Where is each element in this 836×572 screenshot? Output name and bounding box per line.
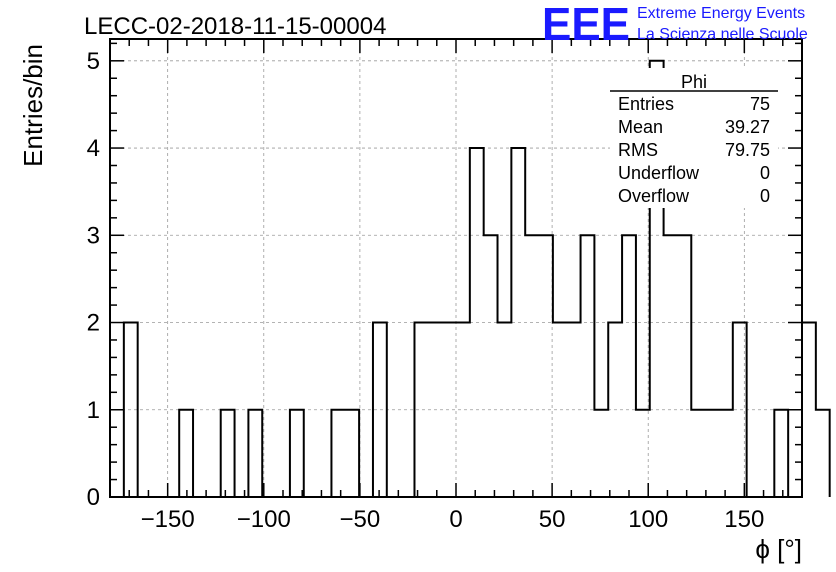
- histogram-bin: [345, 410, 359, 497]
- y-tick-label: 0: [87, 484, 100, 511]
- histogram-bin: [553, 323, 567, 497]
- stats-row-value: 39.27: [725, 117, 770, 137]
- x-tick-label: 0: [449, 506, 462, 533]
- logo-line1: Extreme Energy Events: [637, 5, 805, 22]
- stats-row-value: 79.75: [725, 140, 770, 160]
- stats-row-label: Underflow: [618, 163, 700, 183]
- histogram-bin: [470, 148, 484, 497]
- y-tick-label: 5: [87, 48, 100, 75]
- stats-row-label: Entries: [618, 94, 674, 114]
- histogram-bin: [221, 410, 235, 497]
- histogram-bin: [774, 410, 788, 497]
- x-tick-label: 50: [539, 506, 566, 533]
- stats-row-label: Mean: [618, 117, 663, 137]
- axes: [109, 38, 803, 498]
- histogram-bin: [622, 235, 636, 497]
- histogram-bin: [248, 410, 262, 497]
- histogram-bin: [733, 323, 747, 497]
- histogram-bin: [581, 235, 595, 497]
- histogram-bin: [484, 235, 498, 497]
- histogram-bin: [124, 323, 138, 497]
- y-tick-label: 2: [87, 310, 100, 337]
- histogram-bin: [525, 235, 539, 497]
- logo-mark: EEE: [542, 0, 630, 50]
- y-axis-label: Entries/bin: [18, 44, 48, 167]
- histogram-bin: [373, 323, 387, 497]
- histogram-bin: [442, 323, 456, 497]
- x-axis-label: ϕ [°]: [755, 534, 802, 564]
- stats-row-value: 75: [750, 94, 770, 114]
- histogram-bin: [290, 410, 304, 497]
- stats-row-label: RMS: [618, 140, 658, 160]
- stats-box: Phi Entries 75 Mean 39.27 RMS 79.75 Underflow 0…: [610, 68, 778, 208]
- histogram-bin: [414, 323, 428, 497]
- histogram-bin: [691, 410, 705, 497]
- histogram-bin: [816, 410, 830, 497]
- logo: EEE Extreme Energy Events La Scienza nel…: [542, 0, 808, 50]
- stats-box-title: Phi: [681, 72, 707, 92]
- y-tick-label: 3: [87, 222, 100, 249]
- logo-line2: La Scienza nelle Scuole: [637, 26, 808, 43]
- chart-title: LECC-02-2018-11-15-00004: [84, 13, 386, 40]
- histogram-bin: [594, 410, 608, 497]
- histogram-bin: [705, 410, 719, 497]
- histogram-bin: [539, 235, 553, 497]
- x-tick-label: 150: [724, 506, 764, 533]
- histogram-bin: [664, 235, 678, 497]
- stats-row-value: 0: [760, 163, 770, 183]
- histogram-bars: [110, 59, 831, 498]
- histogram-bin: [428, 323, 442, 497]
- x-tick-label: −100: [237, 506, 291, 533]
- histogram-bin: [608, 323, 622, 497]
- histogram-bin: [567, 323, 581, 497]
- x-tick-label: −150: [141, 506, 195, 533]
- histogram-bin: [179, 410, 193, 497]
- histogram-bin: [498, 323, 512, 497]
- histogram-bin: [719, 410, 733, 497]
- histogram-bin: [511, 148, 525, 497]
- histogram-outline: [110, 59, 831, 498]
- tick-labels: −150 −100 −50 0 50 100 150 0 1 2 3 4 5: [87, 48, 765, 533]
- x-tick-label: 100: [628, 506, 668, 533]
- x-tick-label: −50: [340, 506, 381, 533]
- histogram-bin: [802, 323, 816, 497]
- y-tick-label: 4: [87, 135, 100, 162]
- stats-row-value: 0: [760, 186, 770, 206]
- stats-row-label: Overflow: [618, 186, 690, 206]
- histogram-bin: [331, 410, 345, 497]
- y-tick-label: 1: [87, 397, 100, 424]
- histogram-bin: [456, 323, 470, 497]
- histogram-bin: [677, 235, 691, 497]
